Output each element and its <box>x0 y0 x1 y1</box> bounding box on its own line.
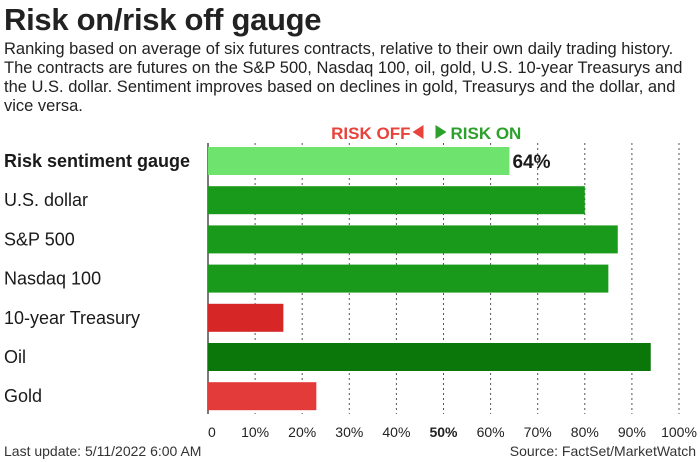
x-tick-label: 80% <box>571 424 599 440</box>
risk-on-label: RISK ON <box>451 124 522 143</box>
category-label: Risk sentiment gauge <box>4 151 190 171</box>
category-label: Nasdaq 100 <box>4 269 101 289</box>
bar <box>208 382 317 411</box>
x-tick-label: 50% <box>429 424 458 440</box>
source-credit: Source: FactSet/MarketWatch <box>509 443 696 459</box>
category-label: U.S. dollar <box>4 190 88 210</box>
category-label: S&P 500 <box>4 229 75 249</box>
x-tick-label: 90% <box>618 424 646 440</box>
arrow-right-icon <box>435 125 447 139</box>
value-label: 64% <box>512 152 550 173</box>
category-label: Oil <box>4 347 26 367</box>
x-tick-label: 100% <box>661 424 697 440</box>
chart-title: Risk on/risk off gauge <box>4 2 322 37</box>
bar <box>208 147 510 175</box>
last-update: Last update: 5/11/2022 6:00 AM <box>4 443 202 459</box>
bar <box>208 343 651 371</box>
category-label: 10-year Treasury <box>4 308 140 328</box>
x-tick-label: 10% <box>241 424 269 440</box>
x-tick-label: 60% <box>477 424 505 440</box>
arrow-left-icon <box>412 125 424 139</box>
bar <box>208 264 609 293</box>
x-tick-label: 20% <box>288 424 316 440</box>
category-label: Gold <box>4 386 42 406</box>
x-tick-label: 0 <box>208 424 216 440</box>
x-tick-label: 30% <box>335 424 363 440</box>
bar <box>208 186 585 215</box>
bar <box>208 225 618 254</box>
x-tick-label: 40% <box>382 424 410 440</box>
chart-subtitle: Ranking based on average of six futures … <box>4 40 683 115</box>
risk-off-label: RISK OFF <box>331 124 410 143</box>
x-tick-label: 70% <box>524 424 552 440</box>
bar <box>208 303 284 332</box>
